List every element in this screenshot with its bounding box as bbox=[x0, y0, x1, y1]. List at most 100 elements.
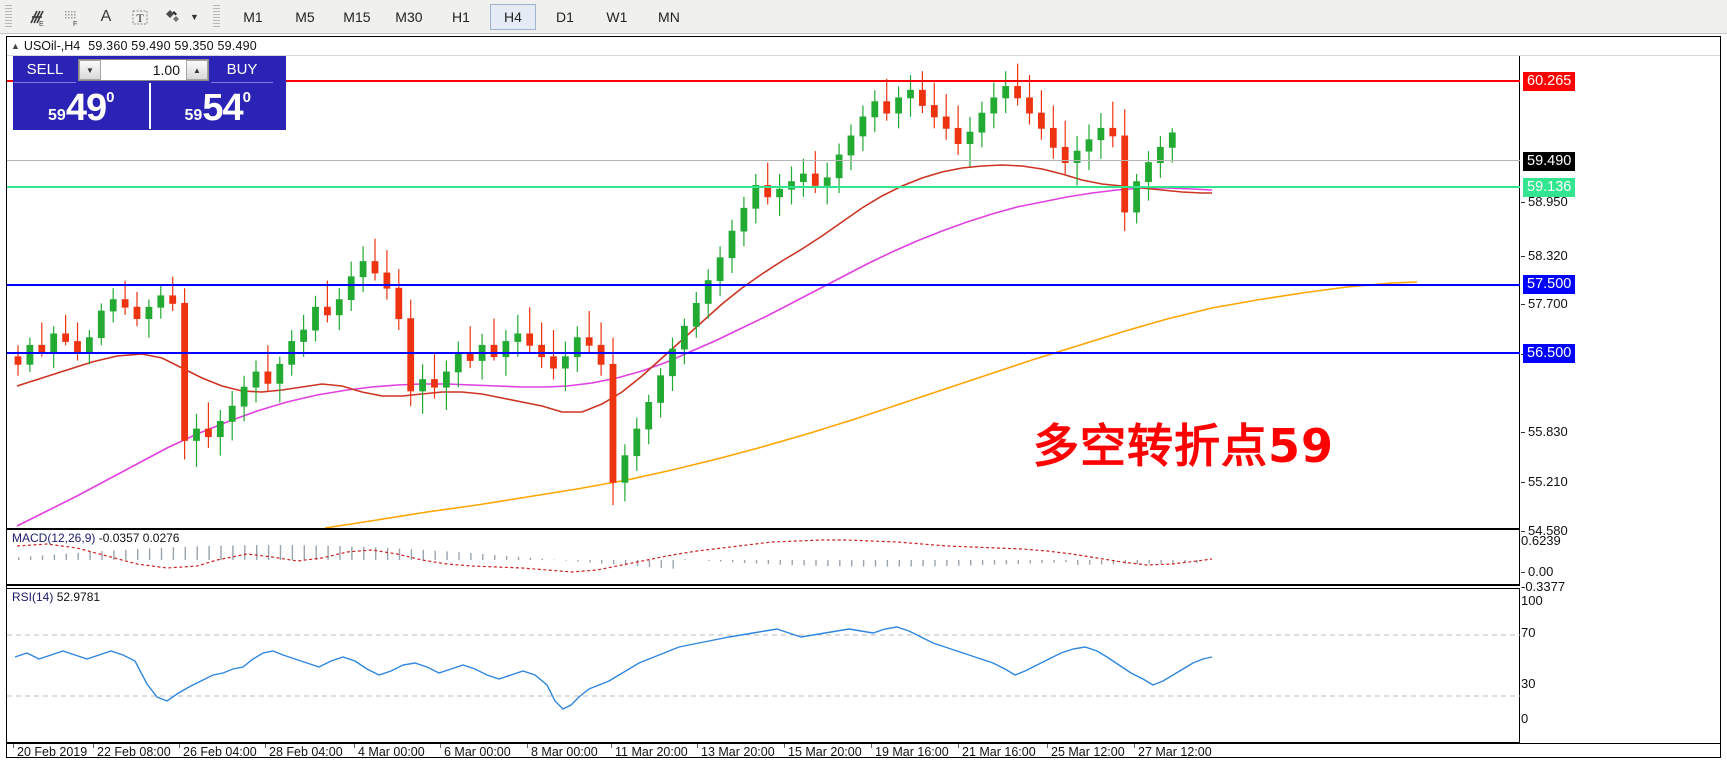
one-click-controls-row: SELL ▼ 1.00 ▲ BUY bbox=[14, 57, 285, 83]
price-tick-58320: 58.320 bbox=[1521, 248, 1568, 263]
buy-button[interactable]: BUY bbox=[211, 58, 273, 83]
main-toolbar: E F A T ▼ M1 M5 M15 M30 H1 H4 D1 W1 MN bbox=[0, 0, 1727, 34]
support-line-56500[interactable] bbox=[7, 352, 1520, 354]
time-tick bbox=[958, 744, 959, 748]
volume-stepper[interactable]: ▼ 1.00 ▲ bbox=[78, 59, 209, 81]
time-axis[interactable]: 20 Feb 2019 22 Feb 08:00 26 Feb 04:00 28 Fe… bbox=[7, 743, 1720, 759]
chart-symbol-label: USOil-,H4 bbox=[23, 39, 81, 53]
timeframe-m5[interactable]: M5 bbox=[295, 8, 315, 25]
price-pane[interactable] bbox=[7, 56, 1520, 528]
time-tick bbox=[871, 744, 872, 748]
time-tick bbox=[697, 744, 698, 748]
time-tick bbox=[13, 744, 14, 748]
macd-chart-svg bbox=[16, 539, 1213, 573]
sell-button[interactable]: SELL bbox=[14, 58, 76, 83]
support-line-57500[interactable] bbox=[7, 284, 1520, 286]
time-tick bbox=[179, 744, 180, 748]
rsi-tick-100: 100 bbox=[1521, 593, 1543, 608]
text-object-icon[interactable]: T bbox=[125, 3, 155, 31]
last-price-label: 59.490 bbox=[1523, 152, 1576, 171]
price-chart-svg bbox=[14, 63, 1418, 528]
rsi-tick-30: 30 bbox=[1521, 676, 1536, 691]
chart-window: ▲ USOil-,H4 59.360 59.490 59.350 59.490 … bbox=[6, 36, 1721, 759]
objects-icon[interactable] bbox=[159, 3, 189, 31]
macd-indicator-label: MACD(12,26,9) bbox=[12, 531, 96, 545]
time-axis-label: 19 Mar 16:00 bbox=[875, 745, 949, 759]
support-level-1-label[interactable]: 57.500 bbox=[1523, 275, 1576, 294]
time-tick bbox=[611, 744, 612, 748]
rsi-line bbox=[14, 626, 1213, 710]
chart-quote-header: ▲ USOil-,H4 59.360 59.490 59.350 59.490 bbox=[7, 37, 1720, 56]
price-axis[interactable]: 58.950 58.320 57.700 57.080 55.830 55.21… bbox=[1521, 56, 1720, 743]
time-axis-label: 20 Feb 2019 bbox=[17, 745, 88, 759]
ma-magenta-line bbox=[16, 187, 1213, 527]
timeframe-mn[interactable]: MN bbox=[658, 8, 680, 25]
ma-orange-line bbox=[324, 281, 1418, 528]
bid-level-label[interactable]: 59.136 bbox=[1523, 178, 1576, 197]
chart-ohlc-values: 59.360 59.490 59.350 59.490 bbox=[88, 39, 257, 53]
time-tick bbox=[1047, 744, 1048, 748]
support-level-2-label[interactable]: 56.500 bbox=[1523, 344, 1576, 363]
indicators-icon[interactable]: E bbox=[23, 3, 53, 31]
price-tick-55830: 55.830 bbox=[1521, 424, 1568, 439]
volume-decrement-button[interactable]: ▼ bbox=[79, 60, 101, 80]
macd-tick-min: -0.3377 bbox=[1521, 579, 1566, 594]
svg-text:F: F bbox=[73, 21, 77, 27]
chart-annotation-text: 多空转折点59 bbox=[1033, 419, 1335, 473]
timeframe-h4[interactable]: H4 bbox=[489, 3, 536, 30]
buy-price-display[interactable]: 59 54 0 bbox=[151, 83, 286, 129]
sell-price-prefix: 59 bbox=[48, 107, 66, 124]
rsi-indicator-label: RSI(14) bbox=[12, 590, 54, 604]
timeframe-m30[interactable]: M30 bbox=[395, 8, 423, 25]
timeframe-m15[interactable]: M15 bbox=[343, 8, 371, 25]
macd-value-main: -0.0357 bbox=[98, 531, 140, 545]
time-axis-label: 28 Feb 04:00 bbox=[269, 745, 343, 759]
time-tick bbox=[784, 744, 785, 748]
resistance-level-label[interactable]: 60.265 bbox=[1523, 72, 1576, 91]
sell-price-display[interactable]: 59 49 0 bbox=[14, 83, 151, 129]
timeframe-w1[interactable]: W1 bbox=[606, 8, 628, 25]
buy-price-main: 54 bbox=[202, 87, 243, 129]
timeframe-grip[interactable] bbox=[212, 4, 220, 29]
buy-price-prefix: 59 bbox=[184, 107, 203, 124]
volume-input[interactable]: 1.00 bbox=[101, 60, 186, 80]
time-tick bbox=[354, 744, 355, 748]
one-click-prices-row: 59 49 0 59 54 0 bbox=[14, 83, 285, 129]
time-axis-label: 21 Mar 16:00 bbox=[962, 745, 1036, 759]
price-tick-54580: 54.580 bbox=[1521, 523, 1568, 538]
macd-value-signal: 0.0276 bbox=[142, 531, 180, 545]
macd-signal-line bbox=[16, 539, 1213, 573]
time-axis-label: 15 Mar 20:00 bbox=[788, 745, 862, 759]
rsi-value: 52.9781 bbox=[56, 590, 101, 604]
time-tick bbox=[440, 744, 441, 748]
timeframe-d1[interactable]: D1 bbox=[555, 8, 574, 25]
macd-pane[interactable]: MACD(12,26,9) -0.0357 0.0276 bbox=[7, 528, 1520, 586]
text-label-icon[interactable]: A bbox=[100, 7, 112, 25]
macd-tick-max: 0.6239 bbox=[1521, 533, 1561, 548]
candlestick-series bbox=[14, 63, 1176, 506]
one-click-trading-panel[interactable]: SELL ▼ 1.00 ▲ BUY 59 49 0 59 54 0 bbox=[13, 56, 286, 130]
rsi-chart-svg bbox=[7, 626, 1520, 710]
collapse-triangle-icon[interactable]: ▲ bbox=[11, 41, 20, 51]
ma-red-line bbox=[16, 164, 1212, 413]
time-tick bbox=[93, 744, 94, 748]
sell-price-fraction: 0 bbox=[106, 89, 115, 106]
toolbar-grip[interactable] bbox=[5, 4, 12, 29]
time-axis-label: 27 Mar 12:00 bbox=[1138, 745, 1212, 759]
objects-dropdown-caret-icon[interactable]: ▼ bbox=[190, 11, 199, 22]
sell-price-main: 49 bbox=[65, 87, 107, 129]
timeframe-h1[interactable]: H1 bbox=[451, 8, 470, 25]
resistance-line-60265[interactable] bbox=[7, 80, 1520, 82]
crosshair-grid-icon[interactable]: F bbox=[57, 3, 87, 31]
macd-histogram bbox=[18, 545, 1198, 569]
time-axis-label: 11 Mar 20:00 bbox=[615, 745, 688, 759]
rsi-pane[interactable]: RSI(14) 52.9781 bbox=[7, 588, 1520, 743]
svg-text:E: E bbox=[39, 21, 44, 27]
volume-increment-button[interactable]: ▲ bbox=[186, 60, 208, 80]
bid-line-59136[interactable] bbox=[7, 186, 1520, 188]
price-tick-55210: 55.210 bbox=[1521, 474, 1568, 489]
macd-tick-zero: 0.00 bbox=[1521, 564, 1553, 579]
price-tick-58950: 58.950 bbox=[1521, 194, 1568, 209]
time-axis-label: 26 Feb 04:00 bbox=[183, 745, 257, 759]
timeframe-m1[interactable]: M1 bbox=[243, 8, 263, 25]
